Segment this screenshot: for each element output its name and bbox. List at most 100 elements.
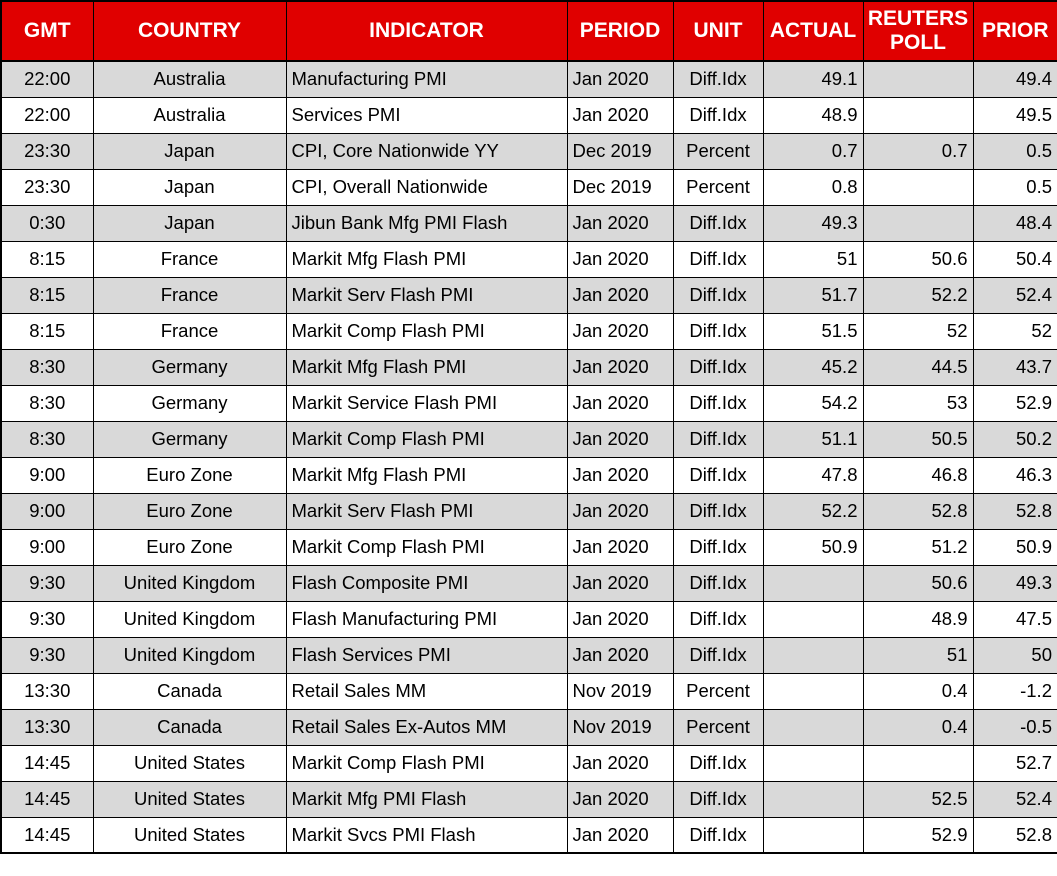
cell-period: Jan 2020	[566, 744, 674, 782]
cell-country: United States	[92, 744, 287, 782]
cell-gmt: 14:45	[0, 744, 94, 782]
cell-gmt: 9:00	[0, 492, 94, 530]
cell-indicator: Markit Serv Flash PMI	[285, 492, 568, 530]
cell-indicator: Markit Mfg PMI Flash	[285, 780, 568, 818]
cell-period: Jan 2020	[566, 60, 674, 98]
cell-gmt: 23:30	[0, 168, 94, 206]
cell-prior: 43.7	[972, 348, 1057, 386]
cell-unit: Diff.Idx	[672, 636, 764, 674]
cell-period: Jan 2020	[566, 96, 674, 134]
cell-reuters-poll	[862, 96, 974, 134]
table-row: 23:30 Japan CPI, Overall Nationwide Dec 201…	[0, 168, 1057, 206]
cell-prior: 47.5	[972, 600, 1057, 638]
cell-gmt: 9:00	[0, 528, 94, 566]
cell-period: Dec 2019	[566, 132, 674, 170]
table-row: 13:30 Canada Retail Sales MM Nov 2019 Percen…	[0, 672, 1057, 710]
cell-reuters-poll: 0.4	[862, 672, 974, 710]
cell-unit: Percent	[672, 708, 764, 746]
cell-actual: 50.9	[762, 528, 864, 566]
cell-reuters-poll: 48.9	[862, 600, 974, 638]
cell-period: Nov 2019	[566, 672, 674, 710]
cell-reuters-poll	[862, 168, 974, 206]
cell-reuters-poll: 51.2	[862, 528, 974, 566]
cell-actual	[762, 708, 864, 746]
cell-gmt: 8:15	[0, 276, 94, 314]
cell-unit: Diff.Idx	[672, 348, 764, 386]
cell-actual	[762, 816, 864, 854]
cell-indicator: Retail Sales MM	[285, 672, 568, 710]
cell-actual	[762, 780, 864, 818]
cell-prior: 48.4	[972, 204, 1057, 242]
cell-unit: Diff.Idx	[672, 564, 764, 602]
cell-actual	[762, 636, 864, 674]
cell-actual: 45.2	[762, 348, 864, 386]
cell-indicator: Jibun Bank Mfg PMI Flash	[285, 204, 568, 242]
cell-prior: 50.2	[972, 420, 1057, 458]
table-row: 23:30 Japan CPI, Core Nationwide YY Dec 201…	[0, 132, 1057, 170]
cell-country: Euro Zone	[92, 492, 287, 530]
cell-unit: Diff.Idx	[672, 312, 764, 350]
cell-reuters-poll	[862, 744, 974, 782]
cell-actual: 51.5	[762, 312, 864, 350]
cell-prior: 52	[972, 312, 1057, 350]
cell-country: France	[92, 240, 287, 278]
cell-gmt: 13:30	[0, 672, 94, 710]
cell-prior: 49.4	[972, 60, 1057, 98]
table-body: 22:00 Australia Manufacturing PMI Jan 2020 D…	[0, 60, 1057, 854]
cell-reuters-poll: 0.7	[862, 132, 974, 170]
cell-prior: 46.3	[972, 456, 1057, 494]
cell-indicator: Manufacturing PMI	[285, 60, 568, 98]
cell-country: Australia	[92, 60, 287, 98]
cell-indicator: Markit Mfg Flash PMI	[285, 456, 568, 494]
cell-period: Jan 2020	[566, 240, 674, 278]
cell-reuters-poll: 52.2	[862, 276, 974, 314]
cell-indicator: Markit Comp Flash PMI	[285, 744, 568, 782]
cell-prior: 52.8	[972, 492, 1057, 530]
cell-prior: 52.4	[972, 780, 1057, 818]
cell-gmt: 14:45	[0, 780, 94, 818]
cell-reuters-poll: 52	[862, 312, 974, 350]
cell-prior: 50.9	[972, 528, 1057, 566]
cell-gmt: 0:30	[0, 204, 94, 242]
cell-unit: Diff.Idx	[672, 420, 764, 458]
cell-period: Dec 2019	[566, 168, 674, 206]
cell-indicator: Flash Composite PMI	[285, 564, 568, 602]
cell-period: Jan 2020	[566, 564, 674, 602]
table-row: 9:30 United Kingdom Flash Manufacturing PM…	[0, 600, 1057, 638]
cell-gmt: 8:30	[0, 420, 94, 458]
cell-indicator: Flash Services PMI	[285, 636, 568, 674]
cell-period: Jan 2020	[566, 276, 674, 314]
cell-actual: 48.9	[762, 96, 864, 134]
cell-country: Germany	[92, 384, 287, 422]
table-row: 14:45 United States Markit Comp Flash PMI J…	[0, 744, 1057, 782]
cell-reuters-poll: 51	[862, 636, 974, 674]
cell-period: Jan 2020	[566, 384, 674, 422]
cell-gmt: 22:00	[0, 96, 94, 134]
table-row: 22:00 Australia Manufacturing PMI Jan 2020 D…	[0, 60, 1057, 98]
cell-unit: Diff.Idx	[672, 204, 764, 242]
cell-actual	[762, 744, 864, 782]
cell-unit: Diff.Idx	[672, 528, 764, 566]
cell-actual	[762, 600, 864, 638]
column-header-period: PERIOD	[566, 0, 674, 62]
column-header-reuters-poll: REUTERS POLL	[862, 0, 974, 62]
header-row: GMT COUNTRY INDICATOR PERIOD UNIT ACTUAL…	[0, 0, 1057, 62]
cell-reuters-poll: 46.8	[862, 456, 974, 494]
cell-country: Germany	[92, 420, 287, 458]
cell-country: United Kingdom	[92, 600, 287, 638]
cell-prior: -0.5	[972, 708, 1057, 746]
cell-unit: Diff.Idx	[672, 384, 764, 422]
table-row: 8:15 France Markit Serv Flash PMI Jan 2020 D…	[0, 276, 1057, 314]
cell-unit: Diff.Idx	[672, 60, 764, 98]
cell-unit: Diff.Idx	[672, 276, 764, 314]
cell-actual: 0.7	[762, 132, 864, 170]
cell-prior: 50.4	[972, 240, 1057, 278]
column-header-indicator: INDICATOR	[285, 0, 568, 62]
cell-country: United States	[92, 816, 287, 854]
cell-gmt: 9:30	[0, 636, 94, 674]
cell-gmt: 22:00	[0, 60, 94, 98]
table-row: 8:15 France Markit Comp Flash PMI Jan 2020 D…	[0, 312, 1057, 350]
table-row: 9:30 United Kingdom Flash Services PMI Jan …	[0, 636, 1057, 674]
cell-reuters-poll: 52.8	[862, 492, 974, 530]
cell-period: Jan 2020	[566, 456, 674, 494]
